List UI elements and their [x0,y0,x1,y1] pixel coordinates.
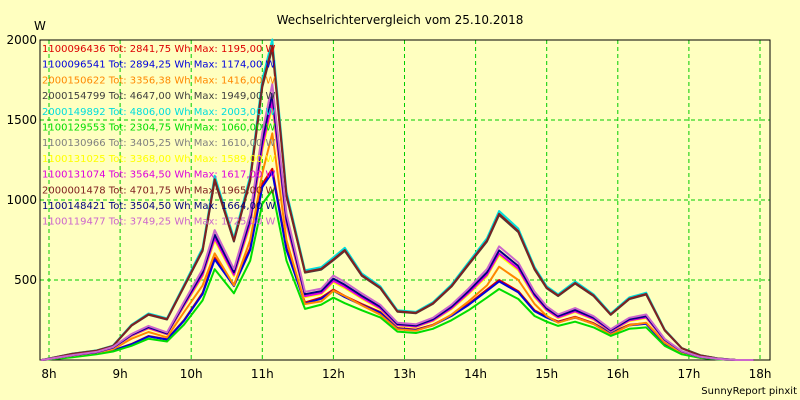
x-tick-label: 11h [251,367,274,381]
x-tick-label: 9h [112,367,127,381]
legend-entry: 1100148421 Tot: 3504,50 Wh Max: 1664,00 … [42,201,275,212]
legend-entry: 1100096541 Tot: 2894,25 Wh Max: 1174,00 … [42,60,275,71]
y-tick-label: 1500 [6,113,37,127]
x-tick-label: 18h [749,367,772,381]
credit-text: SunnyReport pinxit [701,386,797,397]
chart-title: Wechselrichtervergleich vom 25.10.2018 [277,13,524,27]
legend-entry: 1100119477 Tot: 3749,25 Wh Max: 1725,00 … [42,217,275,228]
legend-entry: 1100131074 Tot: 3564,50 Wh Max: 1617,00 … [42,170,275,181]
legend-entry: 2000001478 Tot: 4701,75 Wh Max: 1965,00 … [42,185,275,196]
series-line-9 [40,44,754,361]
x-tick-label: 16h [606,367,629,381]
legend-entry: 2000149892 Tot: 4806,00 Wh Max: 2003,00 … [42,107,275,118]
x-tick-label: 10h [180,367,203,381]
y-tick-label: 1000 [6,193,37,207]
series-lines [40,38,754,361]
x-tick-label: 17h [677,367,700,381]
x-tick-label: 8h [41,367,56,381]
series-line-5 [40,189,754,361]
axes: 500 1000 1500 2000 8h 9h 10h 11h 12h 13h 14h 15h 16h… [6,33,771,381]
legend-entry: 2000150622 Tot: 3356,38 Wh Max: 1416,00 … [42,75,275,86]
x-tick-label: 14h [464,367,487,381]
y-tick-label: 500 [14,273,37,287]
legend-entry: 2000154799 Tot: 4647,00 Wh Max: 1949,00 … [42,91,275,102]
legend-entry: 1100129553 Tot: 2304,75 Wh Max: 1060,00 … [42,123,275,134]
series-line-2 [40,132,754,361]
legend-entry: 1100130966 Tot: 3405,25 Wh Max: 1610,00 … [42,138,275,149]
x-tick-label: 12h [322,367,345,381]
y-axis-label: W [34,19,46,33]
x-tick-label: 15h [535,367,558,381]
series-line-11 [40,83,754,361]
legend-entry: 1100096436 Tot: 2841,75 Wh Max: 1195,00 … [42,44,275,55]
x-tick-label: 13h [393,367,416,381]
legend-entry: 1100131025 Tot: 3368,00 Wh Max: 1589,00 … [42,154,275,165]
plot-frame [39,39,771,361]
y-tick-label: 2000 [6,33,37,47]
legend: 1100096436 Tot: 2841,75 Wh Max: 1195,00 … [42,44,275,228]
